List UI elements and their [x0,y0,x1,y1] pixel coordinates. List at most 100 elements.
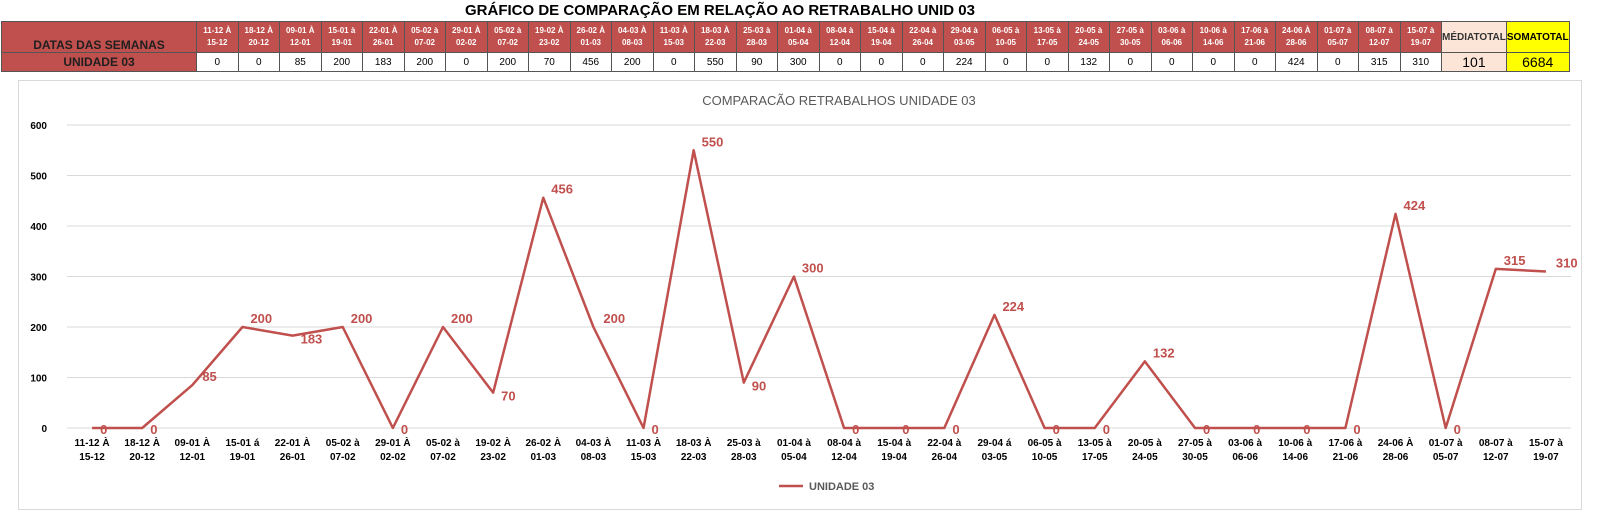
x-tick-label: 13-05 à 17-05 [1078,438,1112,463]
x-tick-label: 05-02 à 07-02 [426,438,460,463]
week-header-cell-line: 26-01 [373,38,394,47]
x-tick-label: 10-06 à 14-06 [1278,438,1312,463]
week-header-cell-line: 06-06 [1161,38,1182,47]
week-header-cell: 22-01 À 26-01 [362,21,405,53]
week-header-cell-line: 06-05 à [992,26,1020,35]
x-tick-label: 01-04 à 05-04 [777,438,811,463]
x-tick-label-line: 19-07 [1533,452,1559,463]
week-header-cell-line: 30-05 [1120,38,1141,47]
week-header-cell-line: 23-02 [539,38,560,47]
week-header-cell-line: 08-07 à [1365,26,1393,35]
x-tick-label-line: 28-06 [1383,452,1409,463]
week-header-cell: 03-06 à 06-06 [1150,21,1193,53]
x-tick-label-line: 15-07 à [1529,438,1563,449]
week-header-cell-line: 18-12 À [244,26,273,35]
week-header-cell: 08-07 à 12-07 [1358,21,1401,53]
data-label: 310 [1556,255,1578,270]
data-label: 200 [351,311,373,326]
media-total-header-line: MÉDIA [1442,31,1474,43]
week-header-cell-line: 19-07 [1410,38,1431,47]
data-label: 0 [952,422,959,437]
week-header-cell: 27-05 à 30-05 [1109,21,1152,53]
week-header-cell-line: 13-05 à [1033,26,1061,35]
week-header-cell: 17-06 à 21-06 [1233,21,1276,53]
media-total-header-line: TOTAL [1473,31,1506,43]
week-header-cell-line: 25-03 à [743,26,771,35]
x-tick-label-line: 07-02 [430,452,456,463]
week-header-cell-line: 19-04 [871,38,892,47]
week-header-cell-line: 26-04 [912,38,933,47]
x-tick-label-line: 18-03 À [676,436,712,449]
week-value-cell: 200 [611,52,654,72]
week-header-cell: 11-12 À 15-12 [196,21,239,53]
week-header-cell-line: 03-06 à [1158,26,1186,35]
week-header-cell-line: 24-06 À [1282,26,1311,35]
x-tick-label-line: 14-06 [1282,452,1308,463]
week-value-cell: 0 [1026,52,1069,72]
x-tick-label-line: 15-12 [79,452,105,463]
x-tick-label-line: 05-02 à [326,438,360,449]
y-tick-label: 200 [30,323,47,334]
x-tick-label-line: 26-04 [932,452,958,463]
week-header-cell-line: 05-04 [788,38,809,47]
week-value-cell: 200 [403,52,446,72]
header-label: DATAS DAS SEMANAS [1,21,197,53]
data-label: 0 [1303,422,1310,437]
chart-title: COMPARACÃO RETRABALHOS UNIDADE 03 [702,93,976,108]
week-header-cell-line: 02-02 [456,38,477,47]
x-tick-label-line: 12-07 [1483,452,1509,463]
data-label: 0 [100,422,107,437]
y-tick-label: 400 [30,222,47,233]
week-header-cell-line: 29-04 à [950,26,978,35]
x-tick-label-line: 20-05 à [1128,438,1162,449]
week-header-cell: 15-01 à 19-01 [320,21,363,53]
x-tick-label: 08-07 à 12-07 [1479,438,1513,463]
x-tick-label-line: 05-02 à [426,438,460,449]
week-header-cell: 05-02 à 07-02 [403,21,446,53]
x-tick-label-line: 05-07 [1433,452,1459,463]
x-tick-label-line: 27-05 à [1178,438,1212,449]
x-tick-label: 06-05 à 10-05 [1028,438,1062,463]
week-header-cell: 04-03 À 08-03 [611,21,654,53]
x-tick-label: 15-07 à 19-07 [1529,438,1563,463]
data-label: 315 [1504,253,1526,268]
data-label: 0 [652,422,659,437]
week-value-cell: 310 [1399,52,1442,72]
week-header-cell: 09-01 À 12-01 [279,21,322,53]
x-tick-label-line: 06-06 [1232,452,1258,463]
x-tick-label-line: 19-04 [881,452,907,463]
week-header-cell-line: 22-03 [705,38,726,47]
week-header-cell-line: 28-03 [746,38,767,47]
week-header-cell-line: 21-06 [1244,38,1265,47]
x-tick-label-line: 11-03 À [626,436,661,449]
week-header-cell-line: 07-02 [414,38,435,47]
week-value-cell: 183 [362,52,405,72]
data-label: 424 [1404,198,1426,213]
week-header-cell: 29-01 À 02-02 [445,21,488,53]
week-header-cell: 15-04 à 19-04 [860,21,903,53]
legend-label: UNIDADE 03 [809,481,874,493]
week-header-cell-line: 20-05 à [1075,26,1103,35]
week-header-cell-line: 05-07 [1327,38,1348,47]
x-tick-label: 18-03 À 22-03 [676,436,712,463]
x-tick-label: 05-02 à 07-02 [326,438,360,463]
soma-total-header: SOMATOTAL [1505,21,1570,53]
x-tick-label-line: 18-12 À [124,436,160,449]
week-header-cell-line: 15-01 à [328,26,356,35]
data-label: 0 [1103,422,1110,437]
x-tick-label-line: 22-01 À [275,436,311,449]
week-value-cell: 550 [694,52,737,72]
week-header-cell-line: 15-04 à [867,26,895,35]
week-header-cell-line: 12-04 [829,38,850,47]
series-line [92,149,1546,430]
week-header-cell: 01-04 à 05-04 [777,21,820,53]
week-header-cell-line: 05-02 à [494,26,522,35]
week-value-cell: 300 [777,52,820,72]
week-header-cell: 05-02 à 07-02 [486,21,529,53]
week-header-cell-line: 01-04 à [784,26,812,35]
x-tick-label: 19-02 À 23-02 [475,436,511,463]
x-tick-label-line: 07-02 [330,452,356,463]
week-value-cell: 85 [279,52,322,72]
week-value-cell: 0 [237,52,280,72]
x-tick-label-line: 29-01 À [375,436,411,449]
